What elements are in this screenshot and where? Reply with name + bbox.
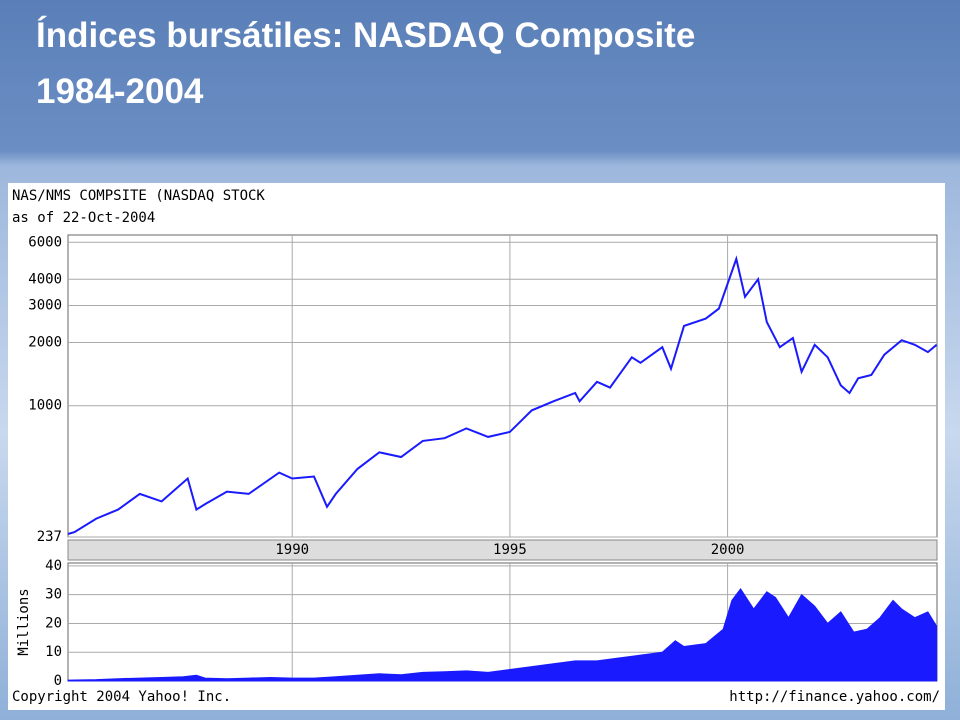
x-axis-band — [67, 539, 938, 561]
x-tick-label: 1995 — [493, 542, 527, 558]
y-tick-label: 30 — [45, 587, 62, 603]
y-tick-label: 3000 — [28, 298, 62, 314]
y-tick-label: 20 — [45, 615, 62, 631]
source-url: http://finance.yahoo.com/ — [729, 689, 940, 705]
copyright: Copyright 2004 Yahoo! Inc. — [12, 689, 231, 705]
chart-subtitle: as of 22-Oct-2004 — [12, 210, 155, 226]
volume-area — [67, 588, 938, 682]
y-tick-label: 40 — [45, 558, 62, 574]
y-tick-label: 10 — [45, 644, 62, 660]
price-line — [67, 255, 938, 535]
y-tick-label: 1000 — [28, 398, 62, 414]
x-tick-label: 1990 — [275, 542, 309, 558]
plot-area — [67, 234, 938, 538]
chart-title: NAS/NMS COMPSITE (NASDAQ STOCK — [12, 188, 265, 204]
slide-title: Índices bursátiles: NASDAQ Composite 198… — [36, 16, 696, 111]
y-axis-label: Millions — [16, 588, 32, 655]
y-tick-label: 6000 — [28, 234, 62, 250]
y-tick-label: 0 — [54, 673, 62, 689]
y-tick-label: 237 — [37, 529, 62, 545]
y-tick-label: 4000 — [28, 271, 62, 287]
x-tick-label: 2000 — [711, 542, 745, 558]
y-tick-label: 2000 — [28, 334, 62, 350]
